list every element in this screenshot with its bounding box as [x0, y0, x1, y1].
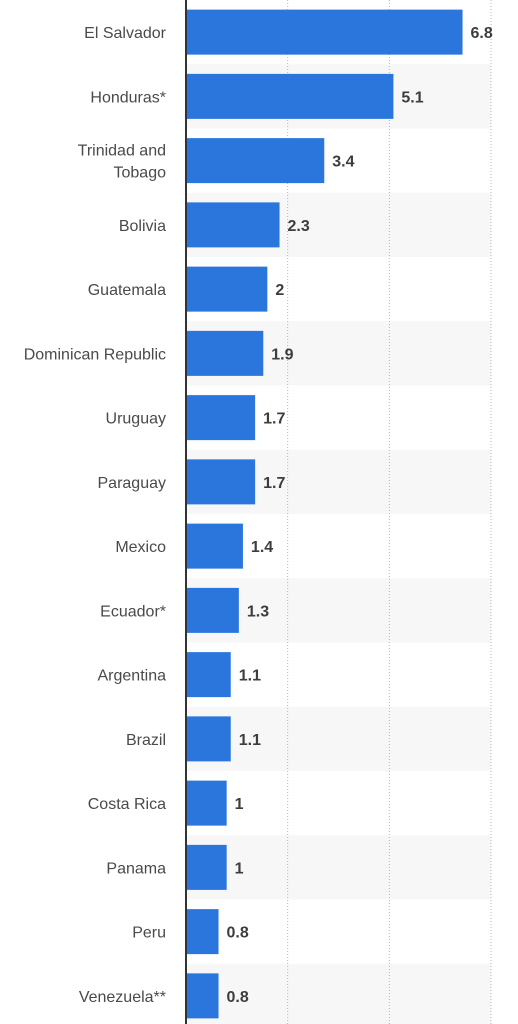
data-label: 1.1 — [239, 668, 261, 685]
data-label: 0.8 — [227, 925, 249, 942]
bar — [186, 330, 264, 376]
data-label: 3.4 — [332, 154, 354, 171]
bar — [186, 716, 231, 762]
data-label: 1.3 — [247, 603, 269, 620]
category-tick-label: Uruguay — [106, 411, 166, 428]
bar — [186, 138, 325, 184]
category-tick-label: Dominican Republic — [24, 346, 166, 363]
data-label: 2 — [275, 282, 284, 299]
bar — [186, 395, 256, 441]
data-label: 1.7 — [263, 475, 285, 492]
data-label: 5.1 — [401, 89, 423, 106]
data-label: 1.4 — [251, 539, 273, 556]
data-label: 1.9 — [271, 346, 293, 363]
category-labels: El Salvador Honduras* Trinidad and Tobago Bo… — [24, 25, 167, 1006]
category-tick-label: Peru — [132, 925, 166, 942]
bar — [186, 523, 243, 569]
data-label: 2.3 — [288, 218, 310, 235]
bar — [186, 652, 231, 698]
bar — [186, 9, 463, 55]
bar — [186, 73, 394, 119]
category-tick-label: Mexico — [115, 539, 166, 556]
bar — [186, 587, 239, 633]
category-tick-label: Costa Rica — [88, 796, 166, 813]
category-tick-label: Honduras* — [90, 89, 166, 106]
category-tick-label: Ecuador* — [100, 603, 166, 620]
row-band — [186, 706, 491, 771]
bar — [186, 266, 268, 312]
category-tick-label: El Salvador — [84, 25, 166, 42]
category-tick-label: Trinidad and Tobago — [78, 143, 166, 182]
category-tick-label: Argentina — [98, 668, 167, 685]
value-labels: 6.8 5.1 3.4 2.3 2 1.9 1.7 1.7 1.4 1.3 1.1 1.1 1 1 0.8 0… — [227, 25, 493, 1006]
data-label: 1 — [235, 796, 244, 813]
category-tick-label: Bolivia — [119, 218, 166, 235]
row-band — [186, 835, 491, 900]
data-label: 6.8 — [471, 25, 493, 42]
bar — [186, 844, 227, 890]
bar — [186, 909, 219, 955]
bars — [186, 9, 463, 1019]
data-label: 1.1 — [239, 732, 261, 749]
bar — [186, 459, 256, 505]
category-tick-label: Panama — [106, 860, 166, 877]
data-label: 0.8 — [227, 989, 249, 1006]
category-tick-label: Guatemala — [88, 282, 166, 299]
row-band — [186, 963, 491, 1024]
category-tick-label: Brazil — [126, 732, 166, 749]
bar — [186, 202, 280, 248]
category-tick-label: Paraguay — [98, 475, 167, 492]
bar — [186, 973, 219, 1019]
bar — [186, 780, 227, 826]
category-tick-label: Venezuela** — [79, 989, 166, 1006]
data-label: 1 — [235, 860, 244, 877]
data-label: 1.7 — [263, 411, 285, 428]
